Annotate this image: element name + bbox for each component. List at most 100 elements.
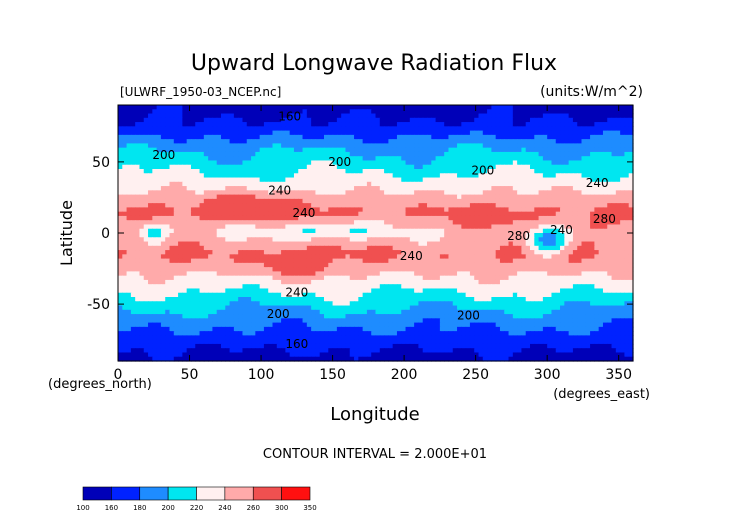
heatmap-cell [336,113,342,119]
heatmap-cell [396,207,402,213]
heatmap-cell [259,198,265,204]
heatmap-cell [332,169,338,174]
heatmap-cell [504,190,510,196]
heatmap-cell [139,143,145,149]
heatmap-cell [521,258,527,264]
heatmap-cell [611,169,617,174]
heatmap-cell [624,117,630,123]
heatmap-cell [474,173,480,179]
heatmap-cell [135,245,141,251]
heatmap-cell [452,113,458,119]
heatmap-cell [598,105,604,110]
heatmap-cell [135,211,141,217]
heatmap-cell [375,147,381,153]
heatmap-cell [212,275,218,281]
heatmap-cell [362,250,368,255]
heatmap-cell [478,198,484,204]
heatmap-cell [358,151,364,157]
heatmap-cell [435,267,441,272]
heatmap-cell [182,105,188,110]
heatmap-cell [371,173,377,179]
heatmap-cell [422,275,428,281]
heatmap-cell [388,181,394,187]
heatmap-cell [289,164,295,170]
heatmap-cell [401,262,407,268]
heatmap-cell [324,156,329,162]
heatmap-cell [525,224,531,230]
heatmap-cell [590,258,595,264]
heatmap-cell [362,151,368,157]
heatmap-cell [401,237,407,243]
heatmap-cell [435,177,441,183]
heatmap-cell [259,228,265,234]
heatmap-cell [517,271,523,277]
heatmap-cell [555,117,561,123]
heatmap-cell [499,250,505,255]
heatmap-cell [298,156,304,162]
heatmap-cell [525,181,531,187]
heatmap-cell [221,245,226,251]
heatmap-cell [482,245,488,251]
heatmap-cell [156,258,162,264]
heatmap-cell [448,169,454,174]
heatmap-cell [534,241,540,247]
heatmap-cell [491,220,497,226]
heatmap-cell [281,139,286,144]
heatmap-cell [221,271,226,277]
heatmap-cell [512,258,518,264]
heatmap-cell [452,109,458,115]
heatmap-cell [611,181,617,187]
heatmap-cell [439,224,445,230]
heatmap-cell [422,117,428,123]
heatmap-cell [551,173,557,179]
heatmap-cell [375,275,381,281]
heatmap-cell [530,190,535,196]
heatmap-cell [414,122,420,127]
heatmap-cell [469,194,475,200]
heatmap-cell [311,211,317,217]
heatmap-cell [431,139,437,144]
heatmap-cell [560,237,565,243]
heatmap-cell [203,186,209,191]
heatmap-cell [530,130,535,136]
heatmap-cell [298,130,304,136]
heatmap-cell [242,130,248,136]
heatmap-cell [525,177,531,183]
heatmap-cell [598,228,604,234]
heatmap-cell [281,211,286,217]
heatmap-cell [461,147,467,153]
heatmap-cell [628,156,634,162]
heatmap-cell [332,275,338,281]
heatmap-cell [233,151,239,157]
heatmap-cell [409,173,415,179]
heatmap-cell [547,203,553,208]
heatmap-cell [332,215,338,221]
heatmap-cell [517,117,523,123]
heatmap-cell [212,215,218,221]
heatmap-cell [195,151,201,157]
heatmap-cell [555,164,561,170]
heatmap-cell [585,220,591,226]
heatmap-cell [607,143,613,149]
heatmap-cell [362,275,368,281]
heatmap-cell [530,181,535,187]
heatmap-cell [620,245,626,251]
heatmap-cell [620,224,626,230]
heatmap-cell [439,258,445,264]
heatmap-cell [499,211,505,217]
heatmap-cell [452,130,458,136]
heatmap-cell [384,228,389,234]
heatmap-cell [577,177,583,183]
heatmap-cell [362,139,368,144]
heatmap-cell [431,267,437,272]
heatmap-cell [336,194,342,200]
heatmap-cell [126,262,132,268]
heatmap-cell [624,220,630,226]
heatmap-cell [564,271,570,277]
heatmap-cell [139,105,145,110]
heatmap-cell [435,164,441,170]
heatmap-cell [345,279,351,285]
heatmap-cell [178,250,183,255]
heatmap-cell [538,143,544,149]
heatmap-cell [216,122,222,127]
